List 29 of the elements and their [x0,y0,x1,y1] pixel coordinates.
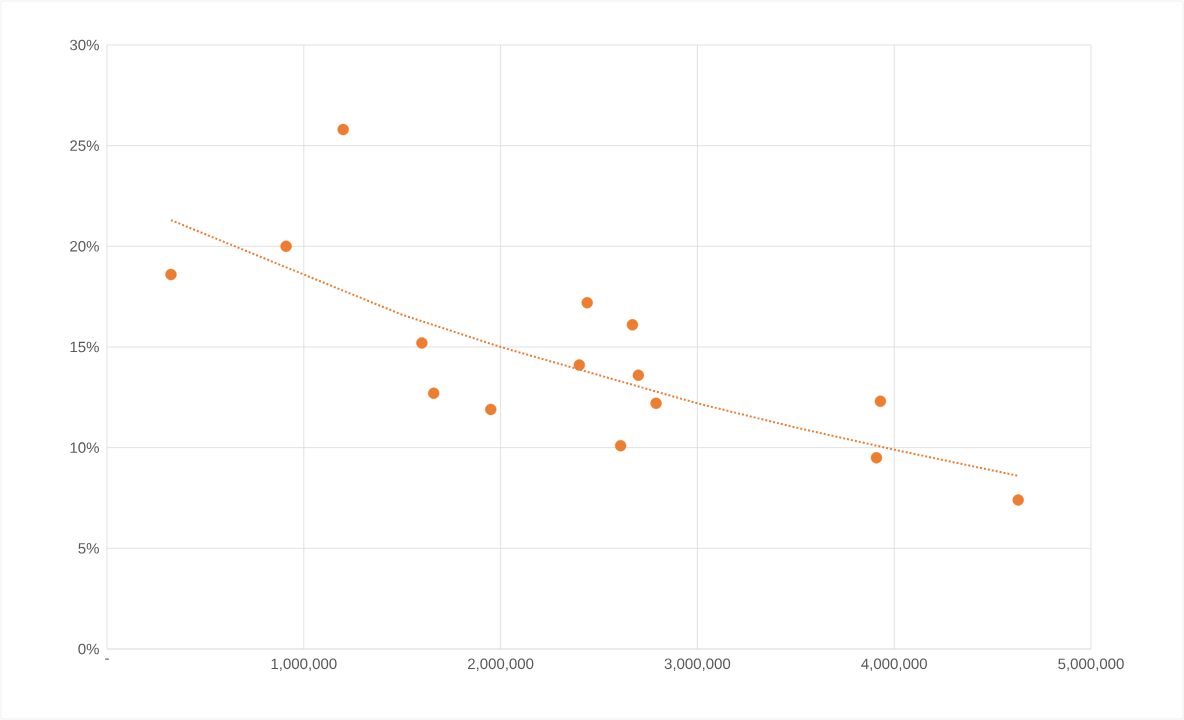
y-tick-label: 15% [70,341,99,353]
point [581,297,593,309]
point [573,359,586,371]
point [427,387,440,399]
point [626,319,639,331]
point [650,397,662,410]
point [632,369,645,381]
point [165,268,177,281]
y-tick-label: 25% [70,140,99,151]
point [874,395,887,408]
y-tick-label: 5% [78,543,99,554]
point [614,439,627,452]
y-tick-label: 30% [70,39,99,51]
y-tick-label: 10% [70,442,99,453]
point [870,452,883,464]
line-series [169,219,1020,477]
point [1012,494,1024,506]
point [416,337,428,349]
y-tick-label: 20% [70,241,99,252]
point [337,123,349,136]
x-tick-label: - [105,658,109,660]
x-tick-label: 2,000,000 [467,658,534,671]
y-tick-label: 0% [78,643,99,655]
point [280,240,292,253]
x-tick-label: 4,000,000 [861,658,927,671]
x-tick-label: 1,000,000 [271,658,337,671]
point [485,403,497,416]
x-tick-label: 5,000,000 [1058,658,1124,671]
x-tick-label: 3,000,000 [664,658,731,671]
